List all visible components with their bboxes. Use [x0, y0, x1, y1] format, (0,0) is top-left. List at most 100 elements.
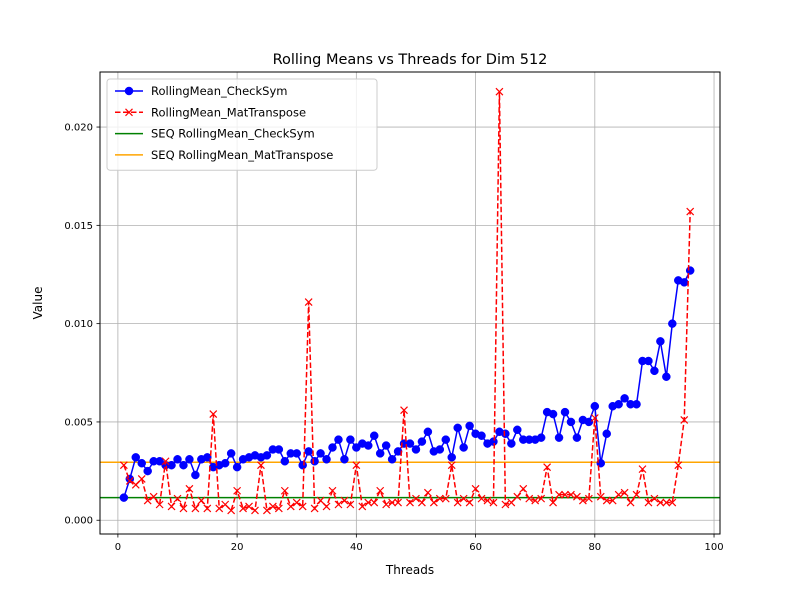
data-point [590, 401, 600, 411]
data-point [274, 504, 283, 513]
data-point [155, 457, 164, 466]
data-point [203, 504, 212, 513]
data-point [316, 449, 325, 458]
data-point [620, 488, 629, 497]
data-point [578, 496, 587, 505]
data-point [459, 494, 468, 503]
data-point [620, 394, 629, 403]
data-point [656, 337, 665, 346]
data-point [381, 441, 391, 450]
data-point [507, 439, 516, 448]
data-point [566, 417, 576, 427]
data-point [650, 494, 659, 503]
data-point [131, 453, 141, 462]
data-point [513, 492, 522, 501]
data-point [602, 429, 611, 438]
x-tick-label: 40 [350, 542, 363, 553]
data-point [280, 486, 289, 495]
data-point [298, 460, 307, 470]
data-point [537, 494, 546, 503]
data-point [262, 506, 271, 515]
data-point [650, 366, 659, 376]
data-point [328, 486, 337, 495]
data-point [292, 449, 301, 458]
data-point [340, 496, 349, 505]
data-point [519, 484, 528, 493]
data-point [388, 498, 397, 507]
data-point [412, 494, 420, 503]
data-point [477, 431, 486, 440]
data-point [232, 462, 242, 472]
data-point [376, 486, 385, 495]
data-point [614, 490, 623, 499]
data-point [501, 429, 510, 438]
data-point [680, 416, 689, 424]
data-point [572, 492, 581, 501]
data-point [668, 498, 677, 507]
data-point [602, 496, 611, 505]
data-point [346, 500, 355, 509]
data-point [155, 500, 164, 509]
data-point [179, 460, 188, 470]
x-tick-label: 60 [469, 542, 482, 553]
data-point [161, 457, 170, 466]
data-point [531, 496, 540, 505]
data-point [513, 425, 522, 435]
data-point [143, 496, 152, 505]
data-point [561, 490, 569, 499]
data-point [322, 455, 331, 464]
data-point [584, 417, 594, 427]
data-point [662, 372, 671, 381]
data-point [423, 488, 432, 497]
data-point [352, 443, 361, 452]
data-point [555, 490, 563, 499]
data-point [405, 439, 415, 448]
x-axis-label: Threads [385, 563, 434, 577]
data-point [632, 490, 641, 499]
plot-area-frame [99, 71, 721, 535]
data-point [268, 502, 277, 511]
data-point [233, 486, 242, 495]
data-point [137, 458, 146, 468]
data-point [507, 498, 516, 507]
y-tick-label: 0.005 [64, 417, 93, 428]
data-point [310, 457, 319, 466]
data-point [435, 445, 445, 454]
data-point [674, 461, 683, 470]
data-point [274, 445, 284, 454]
data-point [465, 421, 474, 431]
data-point [358, 502, 367, 511]
series-line [123, 91, 691, 512]
data-point [679, 278, 689, 287]
data-point [149, 492, 158, 501]
data-point [310, 504, 319, 513]
data-point [548, 409, 558, 419]
data-point [638, 465, 647, 474]
y-axis: 0.000 0.005 0.010 0.015 0.020 [64, 123, 100, 527]
data-point [179, 504, 188, 513]
data-point [644, 498, 653, 507]
data-point [441, 435, 451, 444]
data-point [292, 498, 301, 507]
data-point [543, 463, 552, 472]
y-tick-label: 0.015 [64, 221, 93, 232]
data-point [495, 87, 504, 96]
data-point [453, 423, 462, 433]
data-point [644, 356, 653, 366]
data-point [447, 461, 456, 470]
data-point [215, 504, 224, 513]
data-point [191, 504, 200, 513]
data-point [197, 496, 206, 505]
data-point [686, 207, 695, 216]
data-point [286, 502, 295, 511]
data-point [125, 476, 134, 485]
legend-label: RollingMean_CheckSym [151, 84, 287, 98]
data-point [560, 407, 570, 417]
y-tick-label: 0.000 [64, 516, 93, 527]
data-point [369, 431, 379, 440]
data-point [167, 460, 176, 470]
data-point [304, 298, 313, 306]
data-point [489, 437, 498, 446]
data-point [173, 455, 182, 464]
data-point [394, 498, 403, 507]
